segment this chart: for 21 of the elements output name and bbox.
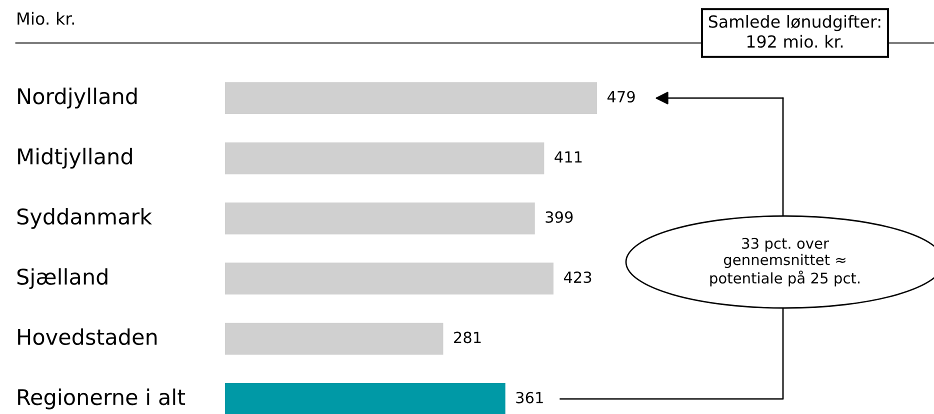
text: Mio. kr. xyxy=(18,12,74,25)
data-label: 399 xyxy=(546,211,573,223)
y-tick-label: Sjælland xyxy=(17,268,108,290)
data-label: 281 xyxy=(454,332,481,344)
bar xyxy=(225,322,444,355)
data-label: 411 xyxy=(554,151,582,162)
data-label: 423 xyxy=(564,271,592,284)
bar xyxy=(225,82,597,114)
bar xyxy=(225,202,535,234)
bar xyxy=(225,262,554,295)
y-tick-label: Syddanmark xyxy=(17,208,152,229)
data-label: 361 xyxy=(516,392,543,404)
y-tick-label: Regionerne i alt xyxy=(18,388,186,410)
y-tick-label: Midtjylland xyxy=(18,148,132,169)
y-tick-label: Hovedstaden xyxy=(18,328,157,346)
text: 33 pct. over gennemsnittet ≈ potentiale på 25 pct. xyxy=(710,238,860,286)
bar xyxy=(225,383,506,414)
bar xyxy=(225,142,544,174)
y-tick-label: Nordjylland xyxy=(18,88,137,109)
data-label: 479 xyxy=(607,90,635,103)
text: Samlede lønudgifter: 192 mio. kr. xyxy=(708,14,880,48)
